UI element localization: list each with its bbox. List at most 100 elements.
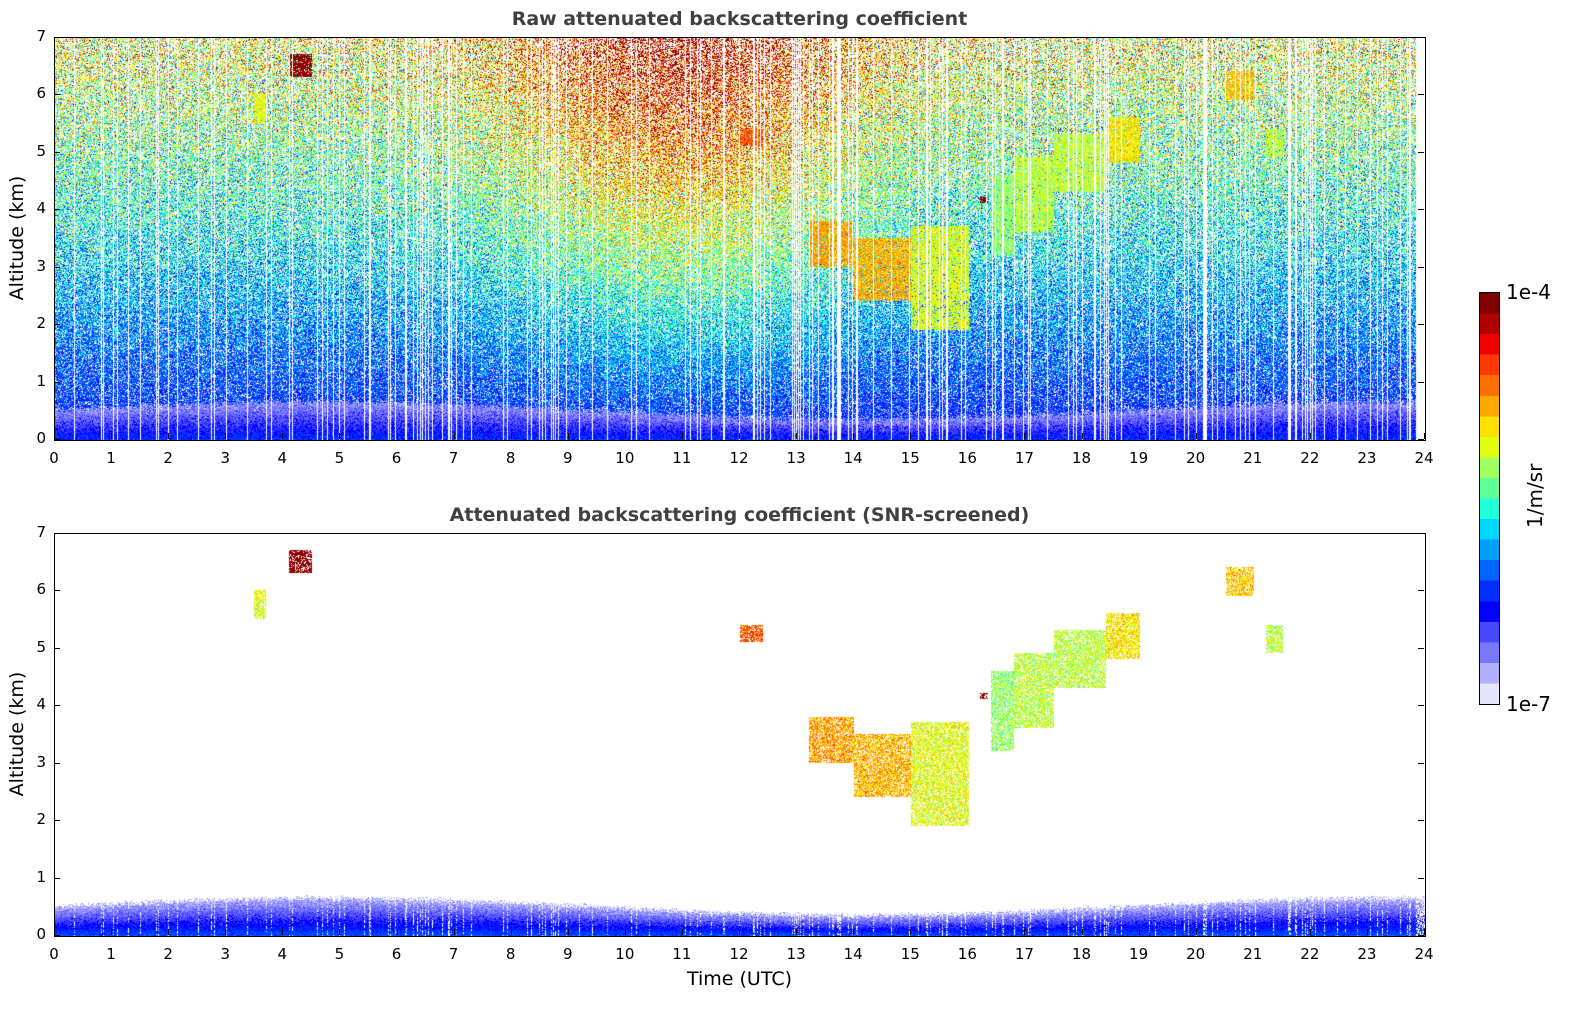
x-tick-label: 9 [562, 945, 573, 963]
x-tick-mark [681, 929, 683, 935]
x-tick-mark [739, 433, 740, 439]
x-tick-mark [282, 929, 284, 935]
y-tick-mark [1418, 590, 1424, 592]
y-tick-mark [54, 647, 60, 649]
x-tick-mark [1195, 433, 1197, 439]
y-tick-mark [1418, 647, 1424, 649]
x-tick-label: 6 [391, 449, 402, 467]
x-tick-mark [1309, 929, 1311, 935]
x-tick-label: 24 [1414, 449, 1434, 467]
x-tick-label: 11 [672, 449, 692, 467]
x-tick-mark [1366, 929, 1368, 935]
x-tick-mark [567, 929, 569, 935]
x-tick-mark [1138, 929, 1140, 935]
x-tick-label: 1 [106, 945, 116, 963]
x-tick-label: 3 [220, 945, 231, 963]
x-tick-label: 15 [900, 449, 920, 467]
x-tick-mark [853, 929, 855, 935]
x-tick-label: 21 [1243, 449, 1263, 467]
y-tick-mark [1418, 37, 1424, 38]
x-tick-mark [853, 433, 855, 439]
y-tick-mark [1418, 533, 1424, 534]
y-tick-mark [1418, 94, 1424, 96]
x-tick-mark [910, 433, 912, 439]
y-tick-mark [54, 439, 60, 440]
x-tick-mark [510, 929, 512, 935]
y-tick-mark [1418, 877, 1424, 879]
x-tick-label: 22 [1300, 449, 1320, 467]
x-tick-label: 17 [1014, 449, 1034, 467]
x-tick-label: 23 [1357, 449, 1377, 467]
y-tick-label: 7 [36, 523, 46, 541]
y-tick-mark [1418, 762, 1424, 764]
x-tick-mark [681, 433, 683, 439]
x-tick-label: 16 [957, 449, 977, 467]
x-tick-mark [225, 929, 227, 935]
x-tick-mark [339, 929, 341, 935]
y-tick-mark [1418, 324, 1424, 326]
y-tick-mark [54, 705, 60, 707]
y-tick-label: 0 [36, 429, 46, 447]
x-tick-mark [739, 929, 740, 935]
x-tick-mark [910, 929, 912, 935]
x-tick-label: 4 [277, 449, 288, 467]
raw-backscatter-heatmap [54, 37, 1425, 440]
y-tick-label: 6 [36, 84, 46, 103]
x-tick-mark [1138, 433, 1140, 439]
x-tick-mark [282, 433, 284, 439]
y-tick-mark [1418, 820, 1424, 822]
y-tick-mark [54, 762, 60, 764]
x-tick-label: 10 [615, 945, 635, 963]
y-tick-label: 7 [36, 27, 46, 45]
x-tick-mark [567, 433, 569, 439]
x-tick-label: 5 [334, 449, 345, 467]
x-tick-mark [54, 433, 55, 439]
x-tick-mark [1195, 929, 1197, 935]
y-tick-label: 5 [36, 637, 46, 656]
x-tick-mark [111, 433, 113, 439]
y-tick-mark [1418, 705, 1424, 707]
y-tick-mark [54, 381, 60, 383]
y-tick-label: 1 [36, 867, 46, 886]
x-tick-mark [1252, 433, 1254, 439]
x-tick-mark [1024, 929, 1026, 935]
x-tick-label: 5 [334, 945, 345, 963]
x-axis-label: Time (UTC) [686, 968, 793, 990]
x-tick-label: 14 [843, 945, 863, 963]
x-tick-mark [54, 929, 55, 935]
x-tick-label: 12 [729, 449, 749, 467]
x-tick-mark [168, 929, 170, 935]
x-tick-mark [1081, 433, 1083, 439]
x-tick-mark [111, 929, 113, 935]
x-tick-label: 20 [1186, 449, 1206, 467]
x-tick-label: 3 [220, 449, 231, 467]
x-tick-label: 4 [277, 945, 288, 963]
y-tick-mark [1418, 935, 1424, 936]
bottom-y-axis-label: Altitude (km) [6, 671, 28, 797]
y-tick-mark [1418, 439, 1424, 440]
x-tick-label: 23 [1357, 945, 1377, 963]
top-y-axis-label: Altitude (km) [6, 175, 28, 301]
y-tick-mark [54, 94, 60, 96]
x-tick-mark [1081, 929, 1083, 935]
y-tick-mark [54, 877, 60, 879]
screened-backscatter-heatmap [54, 533, 1425, 936]
y-tick-label: 4 [36, 695, 46, 714]
x-tick-label: 17 [1014, 945, 1034, 963]
x-tick-label: 18 [1071, 945, 1092, 963]
y-tick-label: 2 [36, 314, 46, 333]
y-tick-mark [54, 37, 60, 38]
x-tick-label: 13 [786, 945, 806, 963]
x-tick-label: 22 [1300, 945, 1320, 963]
x-tick-label: 7 [448, 945, 459, 963]
y-tick-mark [1418, 381, 1424, 383]
x-tick-label: 1 [106, 449, 116, 467]
x-tick-label: 12 [729, 945, 749, 963]
x-tick-label: 14 [843, 449, 863, 467]
colorbar-min-label: 1e-7 [1506, 692, 1551, 716]
y-tick-mark [54, 324, 60, 326]
y-tick-mark [54, 590, 60, 592]
x-tick-label: 11 [672, 945, 692, 963]
x-tick-mark [967, 929, 969, 935]
x-tick-label: 9 [562, 449, 573, 467]
